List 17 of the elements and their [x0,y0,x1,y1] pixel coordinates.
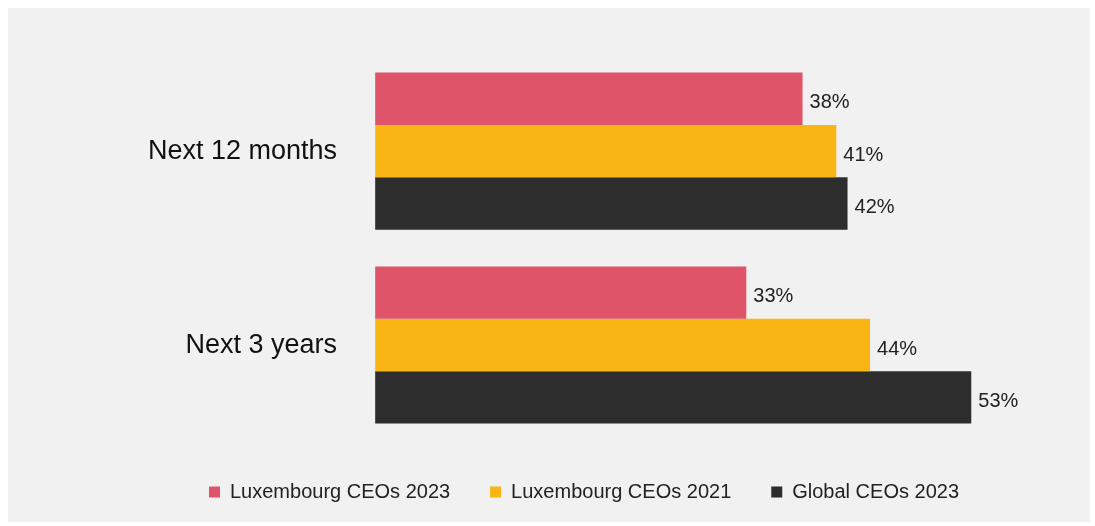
legend-label: Global CEOs 2023 [792,479,960,502]
bar [375,318,871,372]
bar [375,371,972,424]
bar [375,124,837,178]
data-label: 41% [843,142,884,165]
data-label: 33% [753,284,794,307]
y-tick-label: Next 3 years [185,328,338,359]
legend-label: Luxembourg CEOs 2021 [511,479,732,502]
bar [375,266,747,319]
data-label: 38% [809,90,850,113]
legend-label: Luxembourg CEOs 2023 [229,479,451,502]
y-tick-label: Next 12 months [148,134,338,165]
bar [375,72,803,125]
data-label: 44% [877,336,918,359]
data-label: 42% [854,195,895,218]
bar [375,177,848,230]
data-label: 53% [978,388,1019,411]
